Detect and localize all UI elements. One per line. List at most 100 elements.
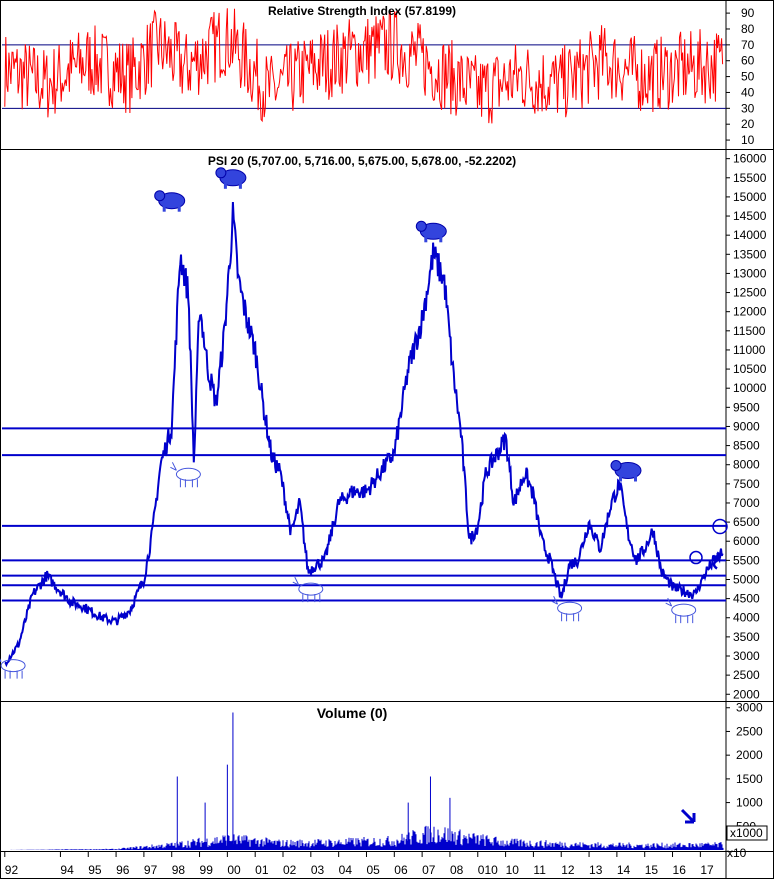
bull-icon [0, 659, 26, 673]
rsi-tick-label-80: 80 [741, 22, 755, 36]
volume-title: Volume (0) [317, 705, 388, 721]
rsi-tick-label-20: 20 [741, 117, 755, 131]
volume-bars [10, 825, 724, 850]
bull-legs [179, 479, 198, 488]
volume-tick-label-3000: 3000 [736, 701, 763, 715]
bull-horns [292, 576, 300, 586]
x-tick-label-11: 11 [533, 863, 546, 877]
price-tick-label-7500: 7500 [733, 477, 760, 491]
bull-marker-8 [665, 597, 697, 624]
x-tick-label-97: 97 [144, 863, 158, 877]
x-tick-label-00: 00 [227, 863, 241, 877]
bull-horns [0, 658, 2, 663]
x-tick-label-07: 07 [422, 863, 436, 877]
bull-marker-0 [0, 658, 26, 679]
bear-head [215, 167, 227, 179]
x-tick-label-01: 01 [255, 863, 269, 877]
bull-icon [557, 601, 583, 615]
volume-tick-label-1000: 1000 [736, 796, 763, 810]
price-tick-label-4500: 4500 [733, 592, 760, 606]
bull-icon [298, 582, 324, 596]
bear-marker-4 [415, 220, 447, 243]
price-tick-label-11000: 11000 [733, 343, 766, 357]
price-title: PSI 20 (5,707.00, 5,716.00, 5,675.00, 5,… [208, 154, 516, 168]
x-tick-label-92: 92 [5, 863, 19, 877]
bear-marker-7 [610, 460, 642, 482]
volume-multiplier-label: x1000 [730, 826, 763, 840]
price-tick-label-14500: 14500 [733, 209, 767, 223]
price-tick-label-9000: 9000 [733, 419, 760, 433]
price-panel: 2000 2500 3000 3500 4000 4500 5000 5500 6000 6500… [0, 152, 767, 701]
price-tick-label-5500: 5500 [733, 553, 760, 567]
bear-leg [634, 475, 637, 482]
price-tick-label-4000: 4000 [733, 611, 760, 625]
x-tick-label-06: 06 [394, 863, 408, 877]
smiley-icon [712, 518, 728, 535]
price-tick-label-10500: 10500 [733, 362, 767, 376]
x-tick-label-08: 08 [450, 863, 464, 877]
x-tick-label-94: 94 [60, 863, 74, 877]
volume-tick-label-1500: 1500 [736, 772, 763, 786]
volume-panel: 50010001500200025003000Volume (0)x1000 [10, 701, 768, 850]
x-tick-label-10: 10 [506, 863, 520, 877]
x-tick-label-17: 17 [700, 863, 714, 877]
bear-leg [439, 236, 443, 243]
volume-tick-label-2500: 2500 [736, 724, 763, 738]
rsi-tick-label-60: 60 [741, 54, 755, 68]
price-tick-label-13000: 13000 [733, 266, 767, 280]
price-tick-label-15000: 15000 [733, 190, 767, 204]
rsi-tick-label-50: 50 [741, 70, 755, 84]
x-tick-label-03: 03 [311, 863, 325, 877]
x-tick-label-04: 04 [339, 863, 353, 877]
price-tick-label-16000: 16000 [733, 152, 767, 166]
bull-marker-3 [170, 462, 201, 488]
price-tick-label-2500: 2500 [733, 668, 760, 682]
bear-leg [177, 205, 181, 212]
bull-horns [665, 597, 673, 607]
bear-marker-1 [154, 190, 186, 212]
price-tick-label-13500: 13500 [733, 247, 767, 261]
bear-head [415, 220, 427, 232]
bear-leg [619, 475, 622, 482]
x-tick-label-16: 16 [673, 863, 687, 877]
bull-legs [4, 670, 23, 679]
price-tick-label-7000: 7000 [733, 496, 760, 510]
volume-tick-label-2000: 2000 [736, 748, 763, 762]
rsi-tick-label-70: 70 [741, 38, 755, 52]
price-tick-label-8500: 8500 [733, 439, 760, 453]
price-tick-label-2000: 2000 [733, 687, 760, 701]
x-tick-label-13: 13 [589, 863, 603, 877]
x-tick-label-010: 010 [478, 863, 498, 877]
price-tick-label-3000: 3000 [733, 649, 760, 663]
bear-head [610, 460, 622, 471]
price-tick-label-12000: 12000 [733, 305, 767, 319]
price-tick-label-10000: 10000 [733, 381, 767, 395]
rsi-tick-label-10: 10 [741, 133, 755, 147]
price-tick-label-12500: 12500 [733, 286, 767, 300]
price-tick-label-5000: 5000 [733, 572, 760, 586]
price-tick-label-8000: 8000 [733, 458, 760, 472]
price-tick-label-3500: 3500 [733, 630, 760, 644]
x-tick-label-99: 99 [200, 863, 214, 877]
x-tick-label-05: 05 [366, 863, 380, 877]
price-line [4, 201, 724, 668]
x-tick-label-98: 98 [172, 863, 186, 877]
multiplier-box [726, 825, 768, 841]
price-tick-label-15500: 15500 [733, 171, 767, 185]
bull-legs [675, 615, 694, 624]
bear-head [154, 190, 166, 202]
price-tick-label-6000: 6000 [733, 534, 760, 548]
x-tick-label-14: 14 [617, 863, 631, 877]
x-tick-label-96: 96 [116, 863, 130, 877]
bear-leg [238, 182, 242, 189]
x-tick-label-15: 15 [645, 863, 659, 877]
bull-marker-5 [292, 576, 324, 603]
price-tick-label-11500: 11500 [733, 324, 766, 338]
bear-leg [223, 182, 227, 189]
bull-icon [671, 603, 697, 617]
rsi-tick-label-40: 40 [741, 85, 755, 99]
bull-icon [175, 467, 201, 481]
